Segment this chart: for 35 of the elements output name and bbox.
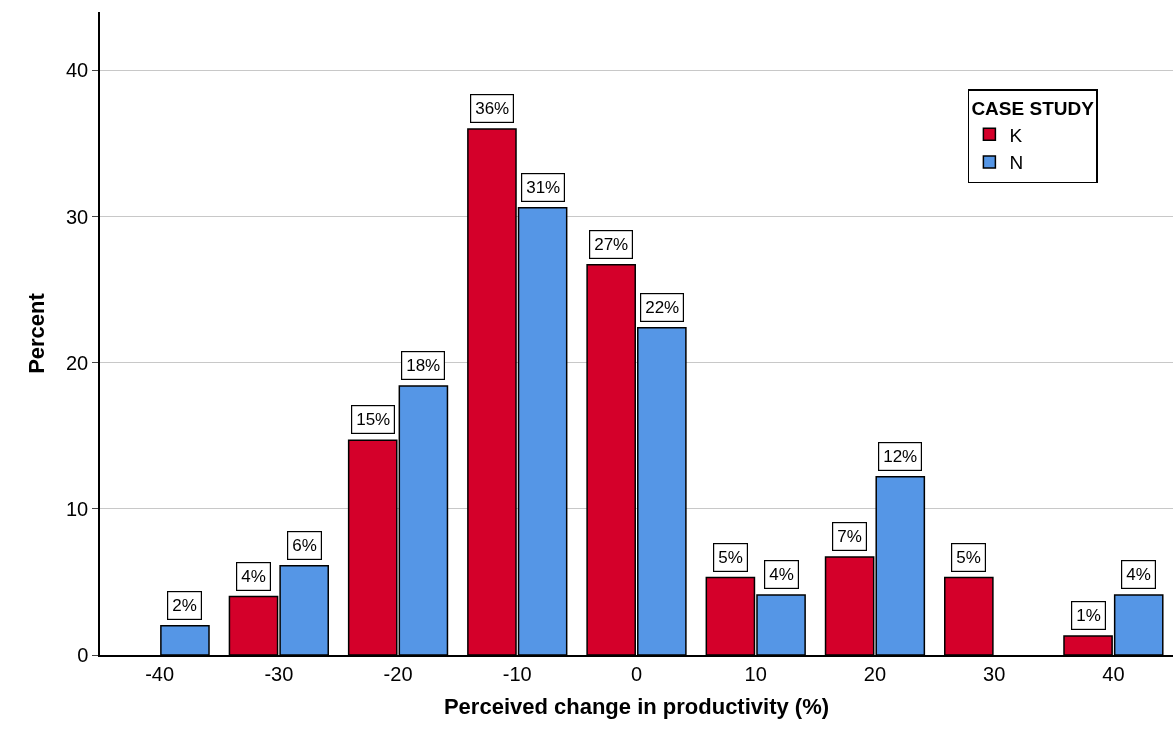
x-tick-label: 0 <box>630 662 643 685</box>
data-label: 4% <box>769 565 794 585</box>
data-label: 6% <box>292 536 317 556</box>
data-label: 27% <box>594 235 629 255</box>
data-label: 22% <box>645 298 680 318</box>
x-tick-label: -40 <box>145 662 175 685</box>
x-tick-label: 20 <box>863 662 887 685</box>
data-label: 4% <box>241 567 266 587</box>
data-label: 18% <box>406 356 441 376</box>
x-tick-label: -30 <box>264 662 294 685</box>
y-tick-label: 0 <box>77 644 89 666</box>
data-label: 12% <box>883 447 918 467</box>
data-label: 36% <box>475 99 510 119</box>
data-label: 5% <box>956 548 981 568</box>
x-tick-label: 30 <box>983 662 1006 685</box>
legend-label: N <box>1009 152 1024 174</box>
y-tick-label: 20 <box>66 351 89 374</box>
y-tick-label: 10 <box>66 497 89 520</box>
legend-title: CASE STUDY <box>971 98 1095 120</box>
x-tick-label: -20 <box>383 662 413 685</box>
data-label: 1% <box>1076 606 1101 626</box>
x-tick-label: -10 <box>502 662 532 685</box>
data-label: 5% <box>718 548 743 568</box>
x-tick-label: 40 <box>1102 662 1125 685</box>
y-axis-title: Percent <box>24 292 50 374</box>
x-axis-title: Perceived change in productivity (%) <box>443 694 830 720</box>
data-label: 7% <box>837 527 862 547</box>
data-label: 2% <box>172 596 197 616</box>
data-label: 15% <box>356 410 391 430</box>
y-tick-label: 30 <box>66 205 89 228</box>
data-label: 4% <box>1126 565 1151 585</box>
legend-label: K <box>1009 124 1023 146</box>
x-tick-label: 10 <box>744 662 767 685</box>
data-label: 31% <box>526 178 561 198</box>
y-tick-label: 40 <box>66 59 89 82</box>
